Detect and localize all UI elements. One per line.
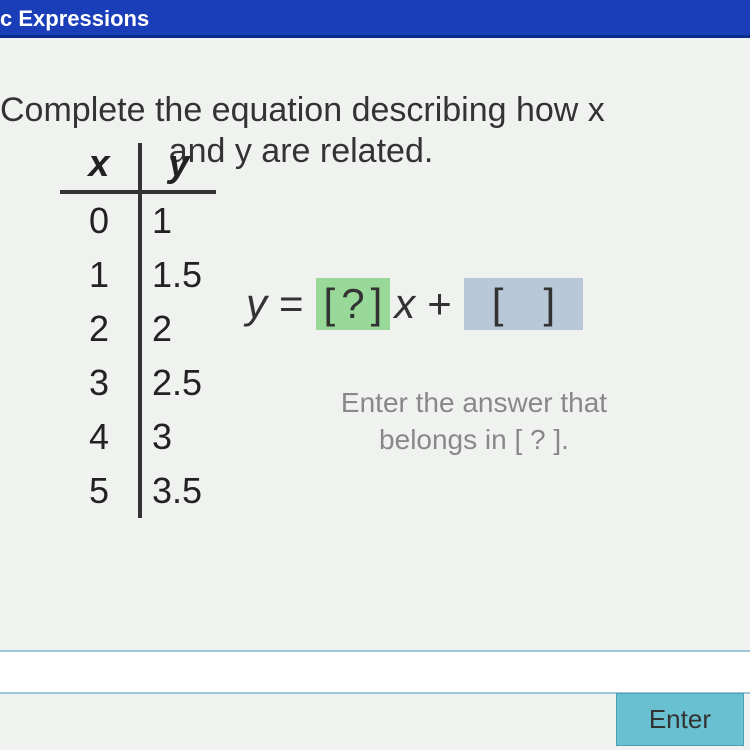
main-area: x y 0 1 1 1.5 2 2 3 2.5	[0, 143, 742, 518]
plus-sign: +	[427, 280, 452, 328]
cell-x: 5	[60, 464, 138, 518]
bracket-open: [	[324, 280, 336, 328]
equals-sign: =	[279, 280, 304, 328]
instruction-line1: Complete the equation describing how x	[0, 88, 742, 132]
equation: y = [ ? ] x + [ ]	[246, 278, 742, 330]
question-mark: ?	[335, 280, 370, 328]
hint-line2: belongs in [ ? ].	[246, 422, 702, 458]
y-variable: y	[246, 280, 267, 328]
table-row: 1 1.5	[60, 248, 216, 302]
blank-intercept[interactable]: [ ]	[464, 278, 583, 330]
cell-x: 1	[60, 248, 138, 302]
table-row: 3 2.5	[60, 356, 216, 410]
hint-text: Enter the answer that belongs in [ ? ].	[246, 385, 742, 458]
table-headers: x y	[60, 143, 216, 194]
table-body: 0 1 1 1.5 2 2 3 2.5 4 3	[60, 194, 216, 518]
answer-input[interactable]	[0, 650, 750, 694]
cell-y: 2	[138, 302, 216, 356]
footer-area: Enter	[0, 650, 750, 750]
table-row: 0 1	[60, 194, 216, 248]
equation-area: y = [ ? ] x + [ ] Enter the answer that …	[216, 143, 742, 518]
bracket-close: ]	[543, 280, 555, 328]
xy-table: x y 0 1 1 1.5 2 2 3 2.5	[60, 143, 216, 518]
enter-button[interactable]: Enter	[616, 693, 744, 746]
table-row: 2 2	[60, 302, 216, 356]
table-row: 4 3	[60, 410, 216, 464]
cell-y: 3.5	[138, 464, 216, 518]
cell-y: 2.5	[138, 356, 216, 410]
cell-y: 3	[138, 410, 216, 464]
content-area: Complete the equation describing how x a…	[0, 38, 750, 518]
hint-line1: Enter the answer that	[246, 385, 702, 421]
bracket-open: [	[492, 280, 504, 328]
cell-x: 4	[60, 410, 138, 464]
x-variable: x	[394, 280, 415, 328]
cell-x: 2	[60, 302, 138, 356]
bracket-close: ]	[371, 280, 383, 328]
blank-slope[interactable]: [ ? ]	[316, 278, 391, 330]
cell-y: 1.5	[138, 248, 216, 302]
cell-x: 0	[60, 194, 138, 248]
header-x: x	[60, 143, 138, 194]
cell-x: 3	[60, 356, 138, 410]
table-row: 5 3.5	[60, 464, 216, 518]
header-y: y	[138, 143, 216, 194]
header-title: c Expressions	[0, 6, 149, 31]
page-header: c Expressions	[0, 0, 750, 38]
cell-y: 1	[138, 194, 216, 248]
